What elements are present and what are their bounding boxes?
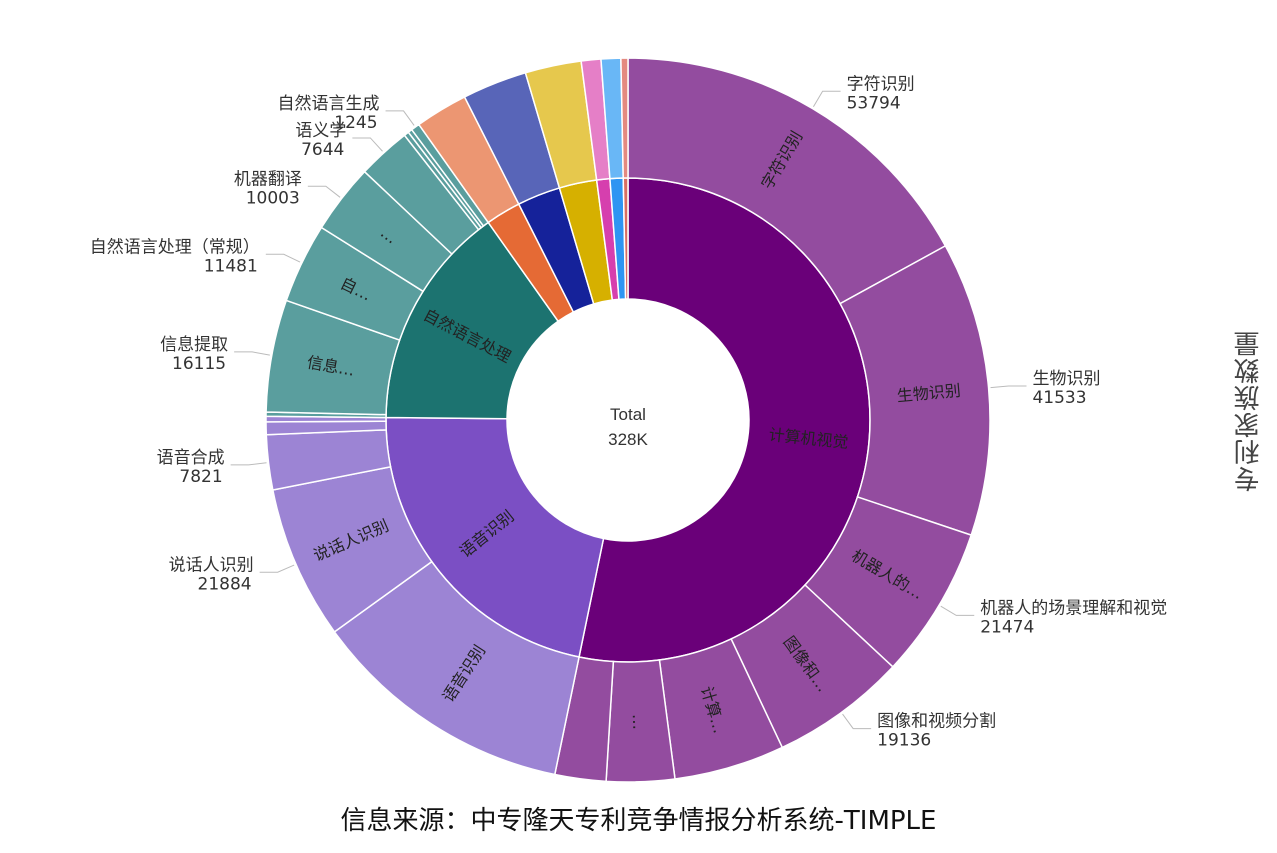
callout-leader-9 — [352, 137, 383, 152]
callout-value-2: 21474 — [980, 617, 1034, 637]
callout-value-7: 11481 — [204, 256, 258, 276]
callout-value-8: 10003 — [246, 188, 300, 208]
axis-title: 专利家族数量 — [1234, 330, 1264, 492]
callout-leader-10 — [385, 110, 415, 126]
callout-value-1: 41533 — [1032, 388, 1086, 408]
callout-name-6: 信息提取 — [160, 335, 228, 355]
callout-name-0: 字符识别 — [847, 74, 915, 94]
callout-name-5: 语音合成 — [157, 448, 225, 468]
callout-name-8: 机器翻译 — [234, 169, 302, 189]
callout-name-7: 自然语言处理（常规） — [90, 237, 260, 257]
inner-ring — [385, 177, 871, 663]
callout-name-4: 说话人识别 — [169, 555, 254, 575]
center-total-label: Total — [610, 405, 646, 424]
callout-value-4: 21884 — [198, 574, 252, 594]
callout-leader-3 — [842, 713, 872, 730]
callout-leader-8 — [307, 185, 341, 198]
callout-leader-5 — [230, 462, 267, 466]
outer-ring — [265, 57, 991, 783]
callout-value-3: 19136 — [877, 731, 931, 751]
source-caption: 信息来源：中专隆天专利竞争情报分析系统-TIMPLE — [340, 806, 937, 836]
callout-name-10: 自然语言生成 — [278, 94, 380, 114]
callout-name-3: 图像和视频分割 — [877, 712, 996, 732]
callout-value-6: 16115 — [172, 354, 226, 374]
callout-leader-7 — [265, 253, 301, 263]
callout-leader-2 — [940, 605, 975, 616]
callout-leader-6 — [234, 351, 270, 356]
callout-leader-1 — [990, 385, 1027, 389]
outer-label-v6: … — [629, 713, 649, 730]
callout-name-1: 生物识别 — [1032, 369, 1100, 389]
callout-value-9: 7644 — [301, 140, 344, 160]
outer-slice-字符识别[interactable] — [627, 57, 947, 305]
callout-leader-0 — [812, 90, 841, 108]
callout-leader-4 — [259, 564, 295, 573]
callout-value-5: 7821 — [179, 467, 222, 487]
callout-value-0: 53794 — [847, 93, 901, 113]
callout-name-2: 机器人的场景理解和视觉 — [980, 598, 1167, 618]
callout-name-9: 语义学 — [295, 121, 346, 141]
callout-value-10: 1245 — [334, 113, 377, 133]
center-total-value: 328K — [608, 430, 648, 449]
outer-slice-c9o[interactable] — [620, 57, 629, 179]
